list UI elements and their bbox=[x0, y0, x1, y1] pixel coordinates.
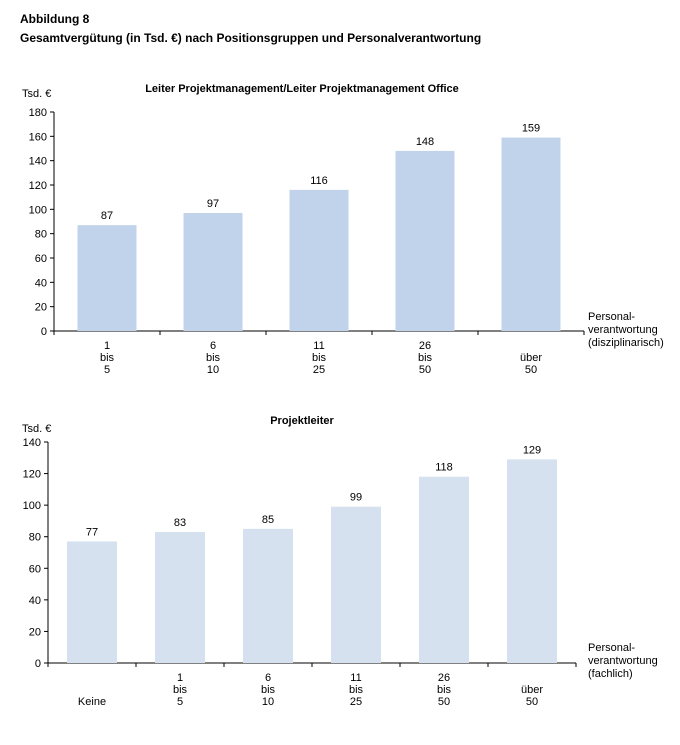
data-label: 85 bbox=[262, 514, 274, 526]
data-label: 129 bbox=[523, 444, 541, 456]
x-category-label: über bbox=[520, 352, 542, 364]
y-tick-label: 120 bbox=[29, 180, 47, 192]
x-category-label: 11 bbox=[350, 672, 361, 684]
x-category-label: über bbox=[521, 684, 543, 696]
x-category-label: 10 bbox=[262, 696, 274, 708]
x-category-label: bis bbox=[100, 352, 115, 364]
bar bbox=[289, 189, 349, 331]
y-tick-label: 140 bbox=[23, 437, 41, 449]
data-label: 118 bbox=[435, 462, 453, 474]
x-category-label: bis bbox=[418, 352, 433, 364]
x-category-label: 50 bbox=[419, 364, 431, 376]
x-category-label: 25 bbox=[350, 696, 362, 708]
x-category-label: bis bbox=[261, 684, 276, 696]
y-tick-label: 80 bbox=[35, 229, 47, 241]
y-tick-label: 0 bbox=[41, 326, 47, 338]
x-category-label: 25 bbox=[313, 364, 325, 376]
data-label: 99 bbox=[350, 492, 362, 504]
chart-leiter-projektmanagement: Leiter Projektmanagement/Leiter Projektm… bbox=[22, 83, 664, 376]
chart-title: Leiter Projektmanagement/Leiter Projektm… bbox=[145, 83, 459, 95]
x-category-label: 10 bbox=[207, 364, 219, 376]
x-axis-label: Personal- bbox=[588, 311, 635, 323]
x-category-label: bis bbox=[437, 684, 452, 696]
y-tick-label: 120 bbox=[23, 469, 41, 481]
y-axis-unit-label: Tsd. € bbox=[22, 423, 51, 435]
x-category-label: 11 bbox=[313, 340, 324, 352]
y-tick-label: 60 bbox=[29, 563, 41, 575]
y-tick-label: 60 bbox=[35, 253, 47, 265]
y-tick-label: 20 bbox=[35, 302, 47, 314]
x-category-label: bis bbox=[173, 684, 188, 696]
data-label: 148 bbox=[416, 136, 434, 148]
bar bbox=[331, 506, 381, 663]
y-tick-label: 140 bbox=[29, 156, 47, 168]
x-category-label: 26 bbox=[438, 672, 450, 684]
x-category-label: 26 bbox=[419, 340, 431, 352]
chart-projektleiter: Projektleiter Tsd. € 0 20 40 60 80 100 120 140 77 K… bbox=[22, 415, 658, 708]
x-category-label: 5 bbox=[177, 696, 183, 708]
x-category-label: 1 bbox=[104, 340, 110, 352]
data-label: 116 bbox=[310, 175, 328, 187]
y-tick-label: 100 bbox=[29, 204, 47, 216]
x-category-label: 6 bbox=[265, 672, 271, 684]
figure-number: Abbildung 8 bbox=[20, 12, 90, 26]
bar bbox=[243, 528, 293, 663]
data-label: 159 bbox=[522, 123, 540, 135]
bar bbox=[507, 459, 557, 663]
bar bbox=[501, 137, 561, 331]
y-axis-unit-label: Tsd. € bbox=[22, 88, 51, 100]
chart-title: Projektleiter bbox=[270, 415, 334, 427]
x-category-label: bis bbox=[206, 352, 221, 364]
y-tick-label: 20 bbox=[29, 626, 41, 638]
bar bbox=[395, 150, 455, 331]
x-category-label: 50 bbox=[525, 364, 537, 376]
x-category-label: 5 bbox=[104, 364, 110, 376]
y-tick-label: 80 bbox=[29, 532, 41, 544]
x-category-label: 50 bbox=[526, 696, 538, 708]
x-axis-label: (fachlich) bbox=[588, 668, 633, 680]
x-axis-label: (disziplinarisch) bbox=[588, 337, 664, 349]
figure-title: Gesamtvergütung (in Tsd. €) nach Positio… bbox=[20, 31, 482, 45]
x-axis-label: verantwortung bbox=[588, 655, 658, 667]
bar bbox=[67, 541, 117, 663]
bar bbox=[155, 531, 205, 663]
x-axis-label: Personal- bbox=[588, 642, 635, 654]
data-label: 77 bbox=[86, 526, 98, 538]
x-category-label: 1 bbox=[177, 672, 183, 684]
x-category-label: 50 bbox=[438, 696, 450, 708]
y-tick-label: 0 bbox=[35, 658, 41, 670]
x-axis-label: verantwortung bbox=[588, 324, 658, 336]
x-category-label: Keine bbox=[78, 696, 106, 708]
y-tick-label: 100 bbox=[23, 500, 41, 512]
bar bbox=[183, 212, 243, 331]
bar bbox=[77, 225, 137, 331]
y-tick-label: 40 bbox=[35, 277, 47, 289]
data-label: 97 bbox=[207, 198, 219, 210]
y-tick-label: 40 bbox=[29, 595, 41, 607]
data-label: 83 bbox=[174, 517, 186, 529]
data-label: 87 bbox=[101, 210, 113, 222]
x-category-label: bis bbox=[312, 352, 327, 364]
x-category-label: bis bbox=[349, 684, 364, 696]
x-category-label: 6 bbox=[210, 340, 216, 352]
bar bbox=[419, 476, 469, 663]
y-tick-label: 180 bbox=[29, 107, 47, 119]
y-tick-label: 160 bbox=[29, 131, 47, 143]
